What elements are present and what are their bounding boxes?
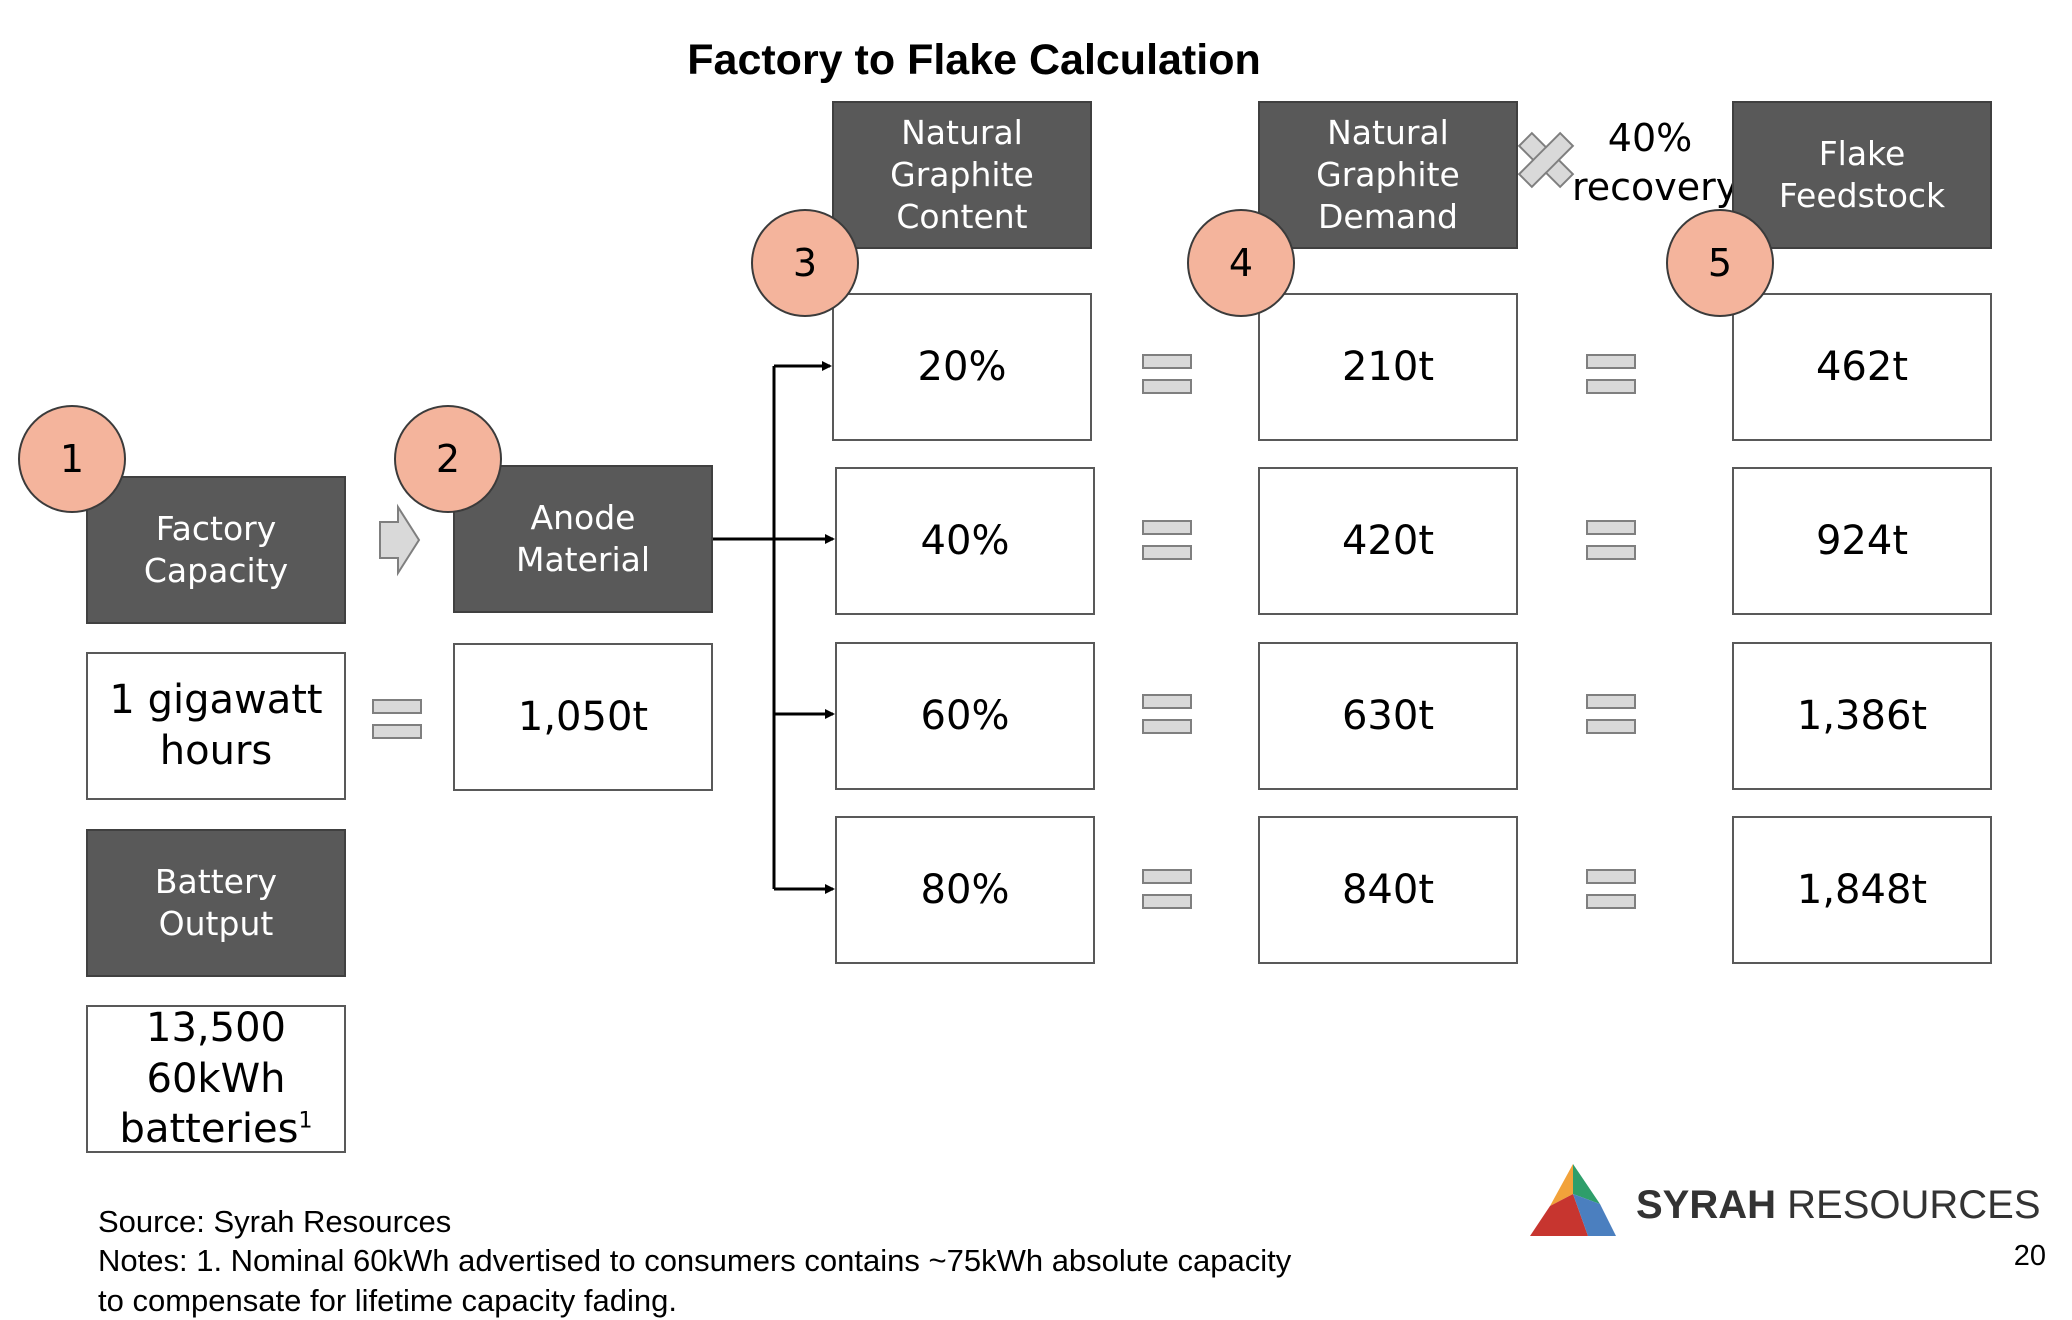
header-line: Natural bbox=[1327, 113, 1449, 153]
equals-icon bbox=[1142, 520, 1194, 564]
battery-output-value: 13,500 60kWh batteries1 bbox=[86, 1005, 346, 1153]
footnote-marker: 1 bbox=[298, 1109, 313, 1135]
equals-icon bbox=[372, 699, 424, 743]
logo-light: RESOURCES bbox=[1776, 1183, 2041, 1227]
graphite-demand-header: Natural Graphite Demand bbox=[1258, 101, 1518, 249]
header-line: Graphite bbox=[890, 155, 1034, 195]
graphite-demand-630: 630t bbox=[1258, 642, 1518, 790]
step-badge-4: 4 bbox=[1187, 209, 1295, 317]
anode-material-value: 1,050t bbox=[453, 643, 713, 791]
equals-icon bbox=[1586, 520, 1638, 564]
flake-feedstock-462: 462t bbox=[1732, 293, 1992, 441]
graphite-content-80: 80% bbox=[835, 816, 1095, 964]
header-line: Feedstock bbox=[1778, 176, 1946, 215]
flake-feedstock-924: 924t bbox=[1732, 467, 1992, 615]
recovery-percent: 40% bbox=[1607, 116, 1693, 160]
graphite-demand-210: 210t bbox=[1258, 293, 1518, 441]
syrah-logo-text: SYRAH RESOURCES bbox=[1636, 1183, 2041, 1228]
source-line: Source: Syrah Resources bbox=[98, 1204, 452, 1239]
value-line: 13,500 bbox=[146, 1004, 286, 1051]
flake-feedstock-header: Flake Feedstock bbox=[1732, 101, 1992, 249]
equals-icon bbox=[1586, 354, 1638, 398]
footer-notes: Source: Syrah Resources Notes: 1. Nomina… bbox=[98, 1202, 1438, 1320]
step-badge-1: 1 bbox=[18, 405, 126, 513]
graphite-content-40: 40% bbox=[835, 467, 1095, 615]
header-line: Output bbox=[158, 904, 274, 943]
notes-line: Notes: 1. Nominal 60kWh advertised to co… bbox=[98, 1243, 1292, 1279]
factory-capacity-value: 1 gigawatt hours bbox=[86, 652, 346, 800]
page-number: 20 bbox=[2013, 1240, 2046, 1272]
header-line: Anode bbox=[530, 498, 636, 538]
header-line: Capacity bbox=[143, 551, 289, 590]
step-badge-2: 2 bbox=[394, 405, 502, 513]
battery-output-header: Battery Output bbox=[86, 829, 346, 977]
right-arrow-icon bbox=[379, 503, 421, 577]
header-line: Material bbox=[515, 540, 651, 579]
header-line: Factory bbox=[155, 509, 277, 549]
header-line: Flake bbox=[1818, 134, 1906, 174]
logo-bold: SYRAH bbox=[1636, 1183, 1777, 1227]
graphite-content-header: Natural Graphite Content bbox=[832, 101, 1092, 249]
syrah-logo-icon bbox=[1530, 1164, 1616, 1236]
header-line: Battery bbox=[154, 862, 278, 902]
graphite-content-60: 60% bbox=[835, 642, 1095, 790]
header-line: Demand bbox=[1318, 196, 1458, 236]
equals-icon bbox=[1142, 694, 1194, 738]
equals-icon bbox=[1586, 869, 1638, 913]
graphite-demand-420: 420t bbox=[1258, 467, 1518, 615]
recovery-word: recovery bbox=[1572, 165, 1739, 210]
header-line: Content bbox=[896, 196, 1028, 236]
step-badge-3: 3 bbox=[751, 209, 859, 317]
factory-capacity-header: Factory Capacity bbox=[86, 476, 346, 624]
notes-line: to compensate for lifetime capacity fadi… bbox=[98, 1282, 677, 1318]
header-line: Graphite bbox=[1316, 155, 1460, 195]
flake-feedstock-1386: 1,386t bbox=[1732, 642, 1992, 790]
equals-icon bbox=[1142, 869, 1194, 913]
multiply-icon bbox=[1517, 131, 1575, 189]
graphite-content-20: 20% bbox=[832, 293, 1092, 441]
value-line: 60kWh bbox=[146, 1055, 286, 1102]
anode-material-header: Anode Material bbox=[453, 465, 713, 613]
page-title: Factory to Flake Calculation bbox=[687, 36, 1261, 84]
value-line: hours bbox=[159, 728, 273, 774]
equals-icon bbox=[1586, 694, 1638, 738]
header-line: Natural bbox=[901, 113, 1023, 153]
value-line: 1 gigawatt bbox=[109, 677, 323, 724]
equals-icon bbox=[1142, 354, 1194, 398]
step-badge-5: 5 bbox=[1666, 209, 1774, 317]
graphite-demand-840: 840t bbox=[1258, 816, 1518, 964]
recovery-label: 40% recovery bbox=[1572, 114, 1739, 213]
value-line: batteries1 bbox=[119, 1106, 313, 1153]
flake-feedstock-1848: 1,848t bbox=[1732, 816, 1992, 964]
